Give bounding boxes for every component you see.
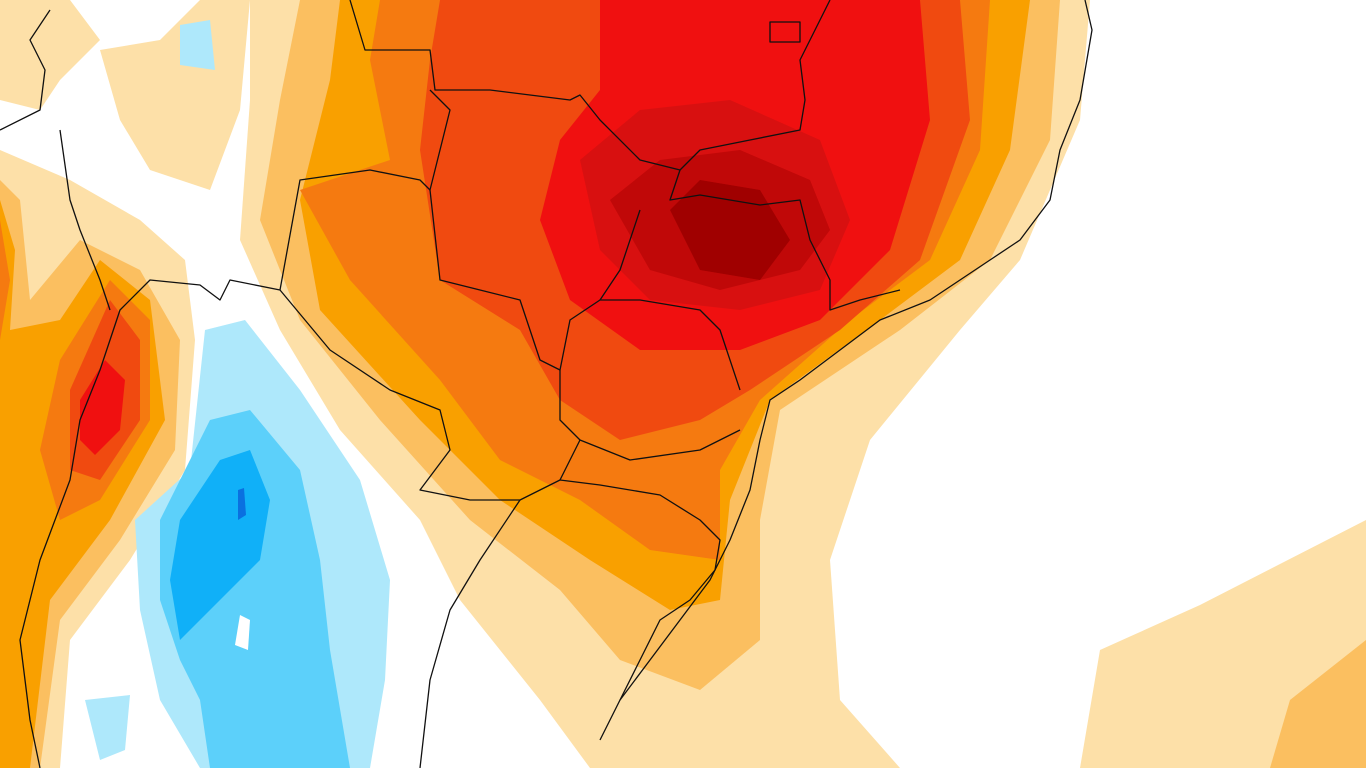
contour-level-2 bbox=[1270, 640, 1366, 768]
borders bbox=[0, 0, 1093, 768]
cold-level-4 bbox=[238, 488, 246, 520]
border bbox=[19, 169, 431, 768]
border bbox=[769, 21, 801, 43]
border bbox=[419, 479, 721, 768]
border bbox=[279, 289, 581, 501]
border bbox=[669, 169, 901, 311]
coastline bbox=[599, 0, 1093, 741]
gap bbox=[235, 615, 250, 650]
border bbox=[559, 209, 741, 461]
border bbox=[0, 9, 111, 311]
border bbox=[349, 0, 831, 171]
cold-level-3 bbox=[170, 450, 270, 640]
border bbox=[429, 89, 741, 391]
contour-level-6 bbox=[80, 360, 125, 455]
cold-anomaly-contours bbox=[85, 20, 390, 768]
